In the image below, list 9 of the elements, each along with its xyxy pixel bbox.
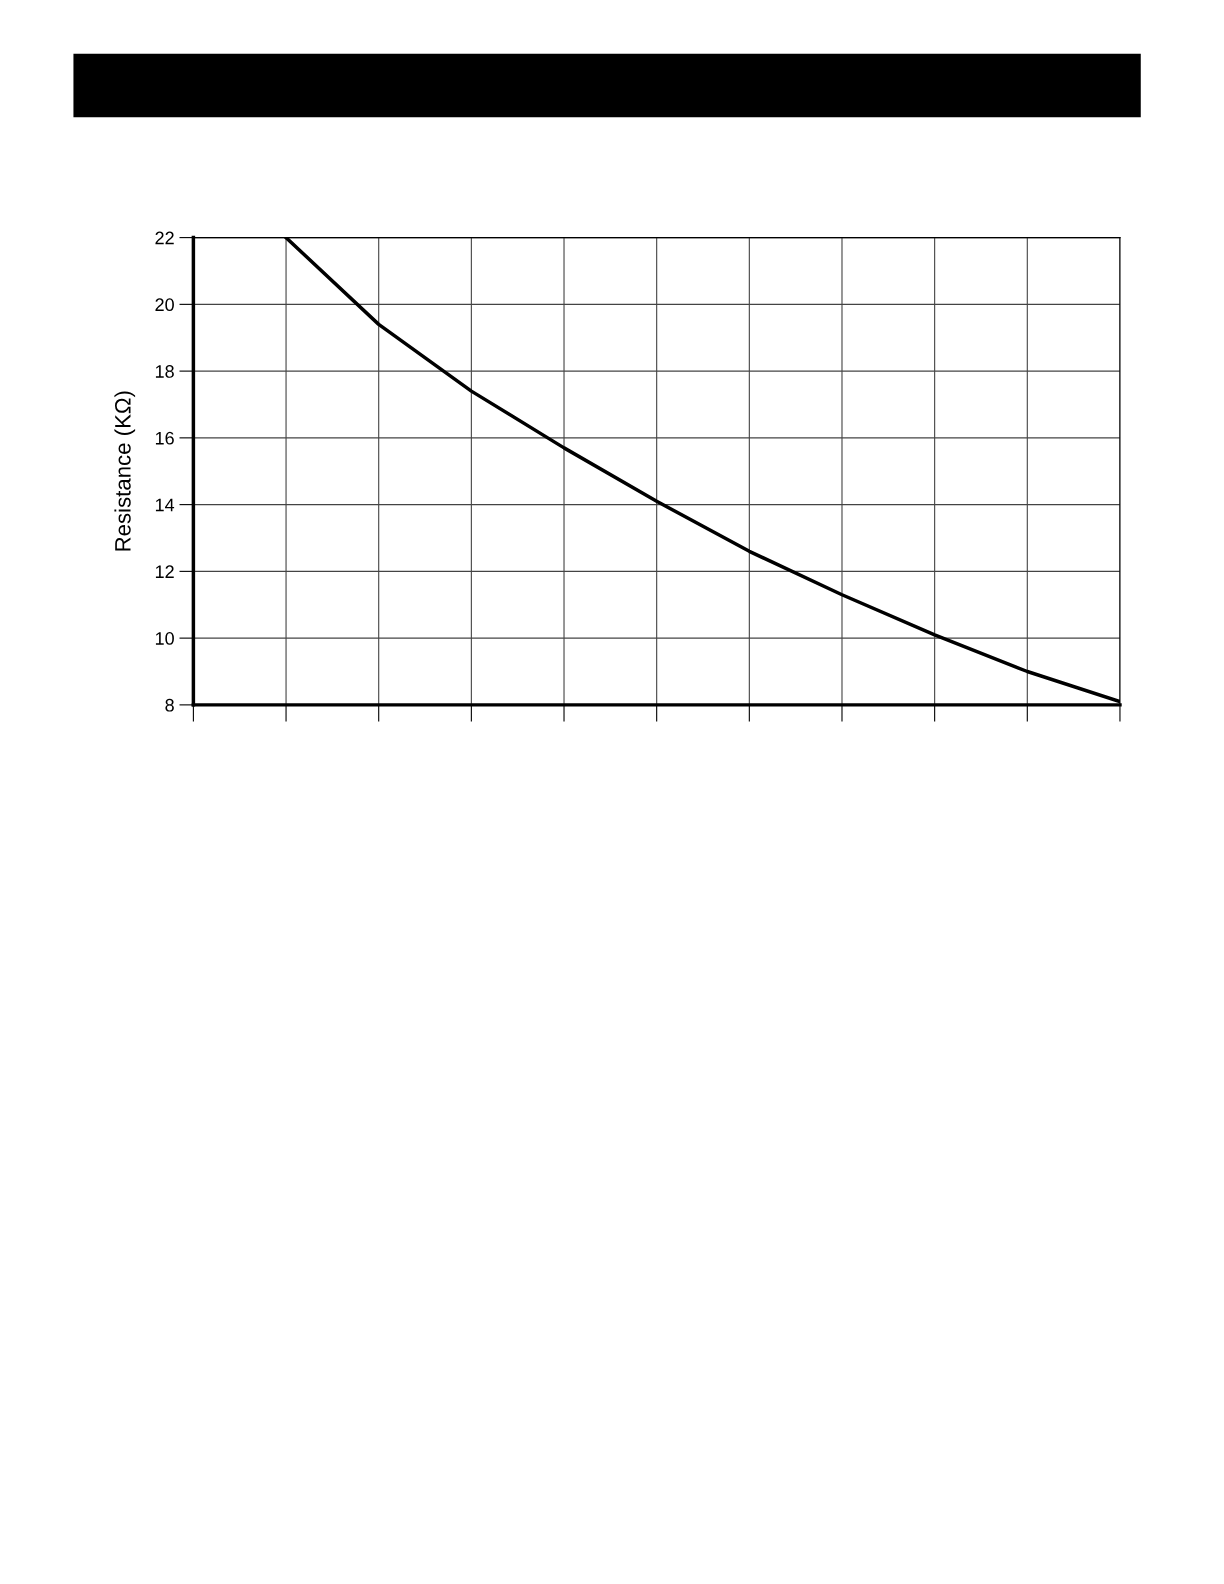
y-axis-title: Resistance (KΩ) [114, 391, 136, 551]
y-tick-label: 18 [155, 365, 174, 378]
y-tick-label: 16 [155, 431, 174, 445]
y-tick-label: 12 [155, 565, 174, 578]
y-tick-label: 14 [155, 498, 175, 512]
y-tick-label: 22 [155, 231, 174, 245]
y-tick-label: 8 [165, 698, 174, 712]
y-tick-label: 10 [155, 632, 174, 645]
y-tick-label: 20 [155, 298, 174, 312]
